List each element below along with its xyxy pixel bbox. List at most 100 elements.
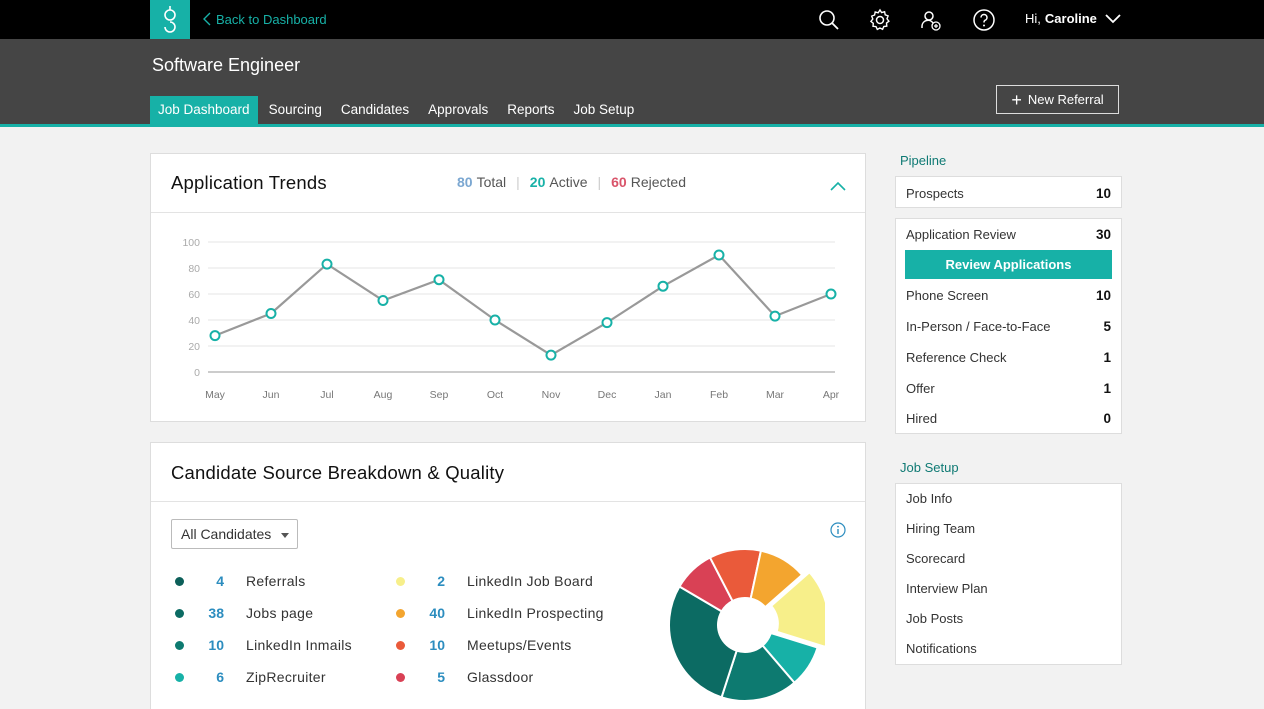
help-icon[interactable] (971, 7, 997, 33)
pipeline-row-prospects: Prospects 10 (906, 183, 1111, 203)
pipeline-row-in-person[interactable]: In-Person / Face-to-Face 5 (906, 316, 1111, 336)
tab-reports[interactable]: Reports (507, 102, 555, 117)
tab-approvals[interactable]: Approvals (428, 102, 489, 117)
rejected-label: Rejected (630, 174, 686, 190)
data-point (713, 249, 725, 261)
data-point (265, 308, 277, 319)
pipeline-row-application-review[interactable]: Application Review 30 (906, 224, 1111, 244)
total-count: 80 (457, 174, 473, 190)
stage-count: 10 (1095, 185, 1111, 201)
tab-job-setup[interactable]: Job Setup (573, 102, 635, 117)
tab-candidates[interactable]: Candidates (340, 102, 410, 117)
new-referral-button[interactable]: + New Referral (996, 85, 1119, 114)
y-tick-label: 20 (188, 341, 200, 353)
source-label: LinkedIn Job Board (467, 573, 594, 589)
active-count: 20 (529, 174, 546, 190)
user-menu[interactable]: Hi, Caroline (1025, 11, 1121, 26)
setup-link-notifications[interactable]: Notifications (906, 641, 977, 656)
trend-line (214, 253, 832, 357)
y-tick-label: 60 (188, 289, 200, 301)
legend-dot (396, 576, 405, 586)
source-label: Glassdoor (467, 669, 534, 685)
pipeline-stages-box: Application Review 30 Review Application… (895, 218, 1122, 434)
card-title: Application Trends (171, 172, 327, 193)
source-item-linkedin-inmails[interactable]: 10 LinkedIn Inmails (175, 635, 352, 655)
x-tick-label: Nov (542, 389, 561, 401)
job-setup-box: Job Info Hiring Team Scorecard Interview… (895, 483, 1122, 665)
stage-count: 10 (1095, 287, 1111, 303)
source-item-linkedin-prospecting[interactable]: 40 LinkedIn Prospecting (396, 603, 604, 623)
job-tabs: Job Dashboard Sourcing Candidates Approv… (150, 96, 645, 124)
tab-sourcing[interactable]: Sourcing (268, 102, 322, 117)
source-item-jobs-page[interactable]: 38 Jobs page (175, 603, 313, 623)
source-count: 10 (429, 637, 445, 653)
legend-dot (175, 640, 184, 650)
source-label: Jobs page (246, 605, 314, 621)
card-title: Candidate Source Breakdown & Quality (171, 462, 505, 483)
total-label: Total (476, 174, 507, 190)
chevron-left-icon (203, 12, 211, 26)
stage-label: Phone Screen (906, 287, 989, 303)
candidate-filter-select[interactable]: All Candidates (171, 519, 298, 549)
y-tick-label: 100 (182, 237, 200, 249)
info-icon[interactable] (830, 522, 846, 543)
select-value: All Candidates (181, 526, 272, 542)
pipeline-row-phone-screen[interactable]: Phone Screen 10 (906, 285, 1111, 305)
setup-link-hiring-team[interactable]: Hiring Team (906, 521, 976, 536)
application-stats: 80 Total | 20 Active | 60 Rejected (457, 174, 686, 190)
pipeline-row-offer[interactable]: Offer 1 (906, 378, 1111, 398)
data-point (209, 330, 221, 342)
add-user-icon[interactable] (918, 7, 944, 33)
x-tick-label: Oct (487, 389, 503, 401)
setup-link-scorecard[interactable]: Scorecard (906, 551, 966, 566)
y-tick-label: 40 (188, 315, 200, 327)
donut-slice[interactable] (769, 570, 825, 648)
source-count: 5 (437, 669, 445, 685)
source-item-referrals[interactable]: 4 Referrals (175, 571, 306, 591)
y-tick-label: 80 (188, 263, 200, 275)
source-item-ziprecruiter[interactable]: 6 ZipRecruiter (175, 667, 326, 687)
x-tick-label: Dec (598, 389, 617, 401)
card-header: Application Trends 80 Total | 20 Active … (151, 154, 865, 213)
chevron-down-icon (1105, 13, 1121, 23)
greenhouse-logo[interactable] (150, 0, 190, 39)
rejected-count: 60 (611, 174, 627, 190)
prospects-box[interactable]: Prospects 10 (895, 176, 1122, 208)
review-applications-button[interactable]: Review Applications (905, 250, 1112, 279)
gear-icon[interactable] (867, 7, 893, 33)
data-point (545, 349, 557, 361)
donut-slice[interactable] (668, 585, 738, 699)
x-tick-label: Sep (430, 389, 449, 401)
stage-label: In-Person / Face-to-Face (906, 318, 1051, 334)
legend-dot (175, 672, 184, 682)
y-tick-label: 0 (194, 367, 200, 379)
divider: | (597, 174, 602, 190)
active-label: Active (549, 174, 588, 190)
source-count: 10 (208, 637, 224, 653)
data-point (825, 288, 837, 300)
data-point (489, 314, 501, 326)
stage-label: Reference Check (906, 349, 1007, 365)
pipeline-row-hired[interactable]: Hired 0 (906, 408, 1111, 428)
source-item-linkedin-job-board[interactable]: 2 LinkedIn Job Board (396, 571, 593, 591)
stage-count: 1 (1103, 380, 1111, 396)
pipeline-row-reference-check[interactable]: Reference Check 1 (906, 347, 1111, 367)
back-to-dashboard-link[interactable]: Back to Dashboard (203, 9, 327, 29)
source-label: ZipRecruiter (246, 669, 326, 685)
source-label: LinkedIn Prospecting (467, 605, 604, 621)
job-setup-title: Job Setup (900, 460, 959, 475)
source-item-meetups-events[interactable]: 10 Meetups/Events (396, 635, 572, 655)
back-label: Back to Dashboard (216, 11, 327, 27)
setup-link-job-posts[interactable]: Job Posts (906, 611, 964, 626)
legend-dot (396, 640, 405, 650)
collapse-chevron-up-icon[interactable] (830, 178, 846, 196)
source-item-glassdoor[interactable]: 5 Glassdoor (396, 667, 534, 687)
setup-link-job-info[interactable]: Job Info (906, 491, 953, 506)
search-icon[interactable] (816, 7, 842, 33)
tab-job-dashboard[interactable]: Job Dashboard (150, 96, 258, 124)
source-count: 40 (429, 605, 445, 621)
donut-slice[interactable] (749, 549, 804, 609)
setup-link-interview-plan[interactable]: Interview Plan (906, 581, 988, 596)
job-header: Software Engineer Job Dashboard Sourcing… (0, 39, 1264, 127)
job-title: Software Engineer (152, 55, 301, 75)
